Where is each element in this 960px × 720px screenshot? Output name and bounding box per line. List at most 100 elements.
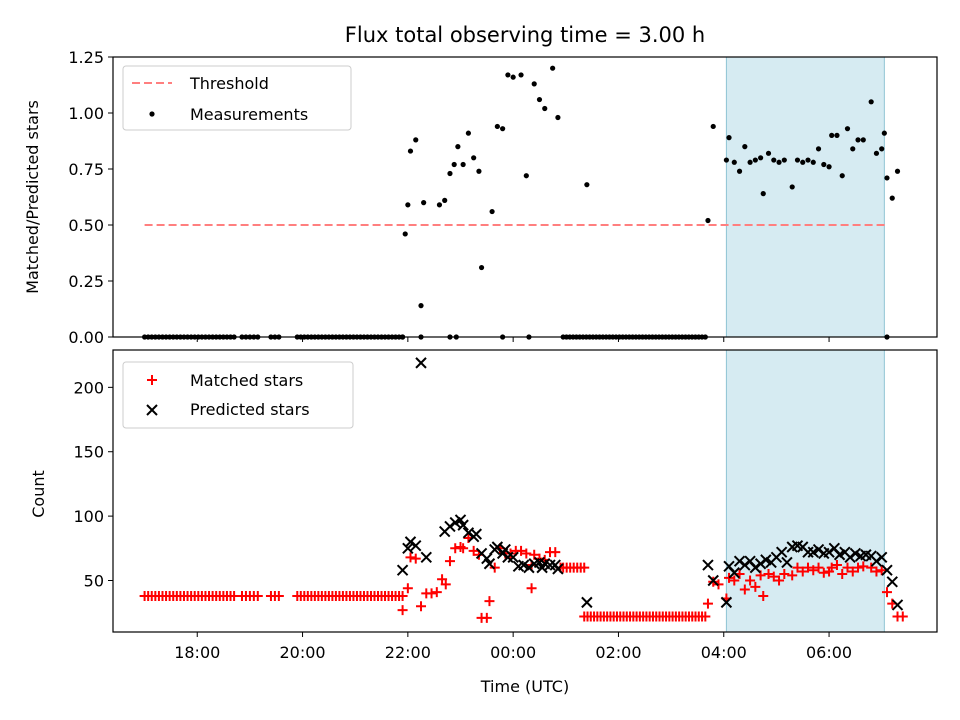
measurement-point (873, 150, 880, 156)
matched-stars-point (437, 574, 448, 585)
predicted-stars-point (876, 551, 888, 564)
measurement-point (771, 157, 777, 163)
legend-matched-swatch (147, 375, 157, 385)
predicted-stars-point (420, 551, 432, 564)
matched-stars-point (516, 545, 527, 556)
matched-stars-point (579, 562, 590, 573)
matched-stars-point (847, 566, 858, 577)
matched-stars-point (397, 605, 408, 616)
matched-stars-point (831, 560, 842, 571)
measurement-point (805, 157, 811, 163)
measurement-point (455, 144, 461, 150)
measurement-point (407, 148, 414, 154)
matched-stars-point (745, 575, 756, 586)
measurement-point (523, 173, 529, 179)
matched-stars-point (702, 598, 713, 609)
predicted-stars-point (396, 564, 409, 576)
matched-stars-point (468, 545, 479, 556)
measurement-point (447, 170, 453, 177)
measurement-point (500, 126, 506, 132)
x-tick-label: 04:00 (701, 643, 747, 662)
y-tick-label: 0.75 (68, 160, 104, 179)
matched-stars-point (410, 553, 421, 564)
x-tick-label: 22:00 (385, 643, 431, 662)
matched-stars-point (440, 579, 451, 590)
matched-stars-point (405, 552, 416, 563)
predicted-stars-point (720, 596, 733, 609)
predicted-stars-point (881, 564, 893, 576)
predicted-stars-point (402, 542, 414, 555)
measurement-point (844, 126, 851, 132)
predicted-stars-point (507, 551, 519, 564)
measurement-point (800, 159, 806, 165)
matched-stars-point (779, 569, 790, 580)
measurement-point (810, 159, 816, 165)
predicted-stars-point (470, 528, 483, 540)
matched-stars-point (768, 571, 779, 582)
y-axis-label: Count (29, 470, 48, 518)
legend-measurements-swatch (149, 111, 155, 117)
matched-stars-point (797, 566, 808, 577)
x-tick-label: 06:00 (806, 643, 852, 662)
matched-stars-point (550, 547, 561, 558)
matched-stars-point (826, 562, 837, 573)
matched-stars-point (397, 590, 408, 601)
measurement-point (405, 202, 411, 208)
measurement-point (884, 175, 890, 181)
matched-stars-point (837, 569, 848, 580)
measurement-point (505, 72, 511, 78)
measurement-point (550, 65, 556, 71)
matched-stars-point (481, 612, 492, 623)
measurement-point (815, 146, 822, 152)
predicted-stars-point (702, 559, 714, 571)
bottom-legend: Matched stars Predicted stars (122, 361, 354, 429)
predicted-stars-point (457, 519, 469, 531)
measurement-point (465, 130, 471, 136)
measurement-point (531, 81, 537, 87)
legend-box (122, 361, 354, 429)
matched-stars-point (763, 569, 774, 580)
measurement-point (834, 132, 840, 138)
measurement-point (781, 157, 787, 163)
matched-stars-point (750, 581, 761, 592)
measurement-point (839, 173, 845, 179)
y-tick-label: 0.00 (68, 328, 104, 347)
measurement-point (413, 137, 419, 143)
legend-threshold-label: Threshold (189, 74, 269, 93)
matched-stars-point (858, 561, 869, 572)
bottom-shaded-span (725, 349, 885, 633)
matched-stars-point (871, 566, 882, 577)
measurement-point (418, 303, 424, 309)
y-tick-label: 1.00 (68, 104, 104, 123)
measurement-point (731, 159, 737, 165)
y-tick-label: 0.50 (68, 216, 104, 235)
predicted-stars-point (781, 556, 793, 569)
top-legend: Threshold Measurements (122, 65, 352, 131)
measurement-point (478, 264, 485, 271)
measurement-point (826, 164, 832, 170)
measurement-point (765, 150, 772, 156)
measurement-point (402, 231, 408, 237)
matched-stars-point (526, 583, 537, 594)
matched-stars-point (792, 562, 803, 573)
legend-predicted-swatch (146, 404, 158, 416)
measurement-point (542, 105, 548, 112)
measurement-point (736, 168, 743, 174)
measurement-point (555, 114, 561, 121)
predicted-stars-point (581, 596, 593, 609)
matched-stars-point (416, 601, 427, 612)
predicted-stars-point (886, 576, 898, 588)
matched-stars-point (402, 583, 413, 594)
top-axes-frame (112, 56, 938, 338)
y-tick-label: 100 (73, 507, 104, 526)
predicted-stars-point (552, 563, 564, 575)
measurement-point (760, 191, 766, 197)
measurement-point (758, 155, 764, 161)
matched-stars-point (252, 590, 263, 601)
top-shaded-span (725, 56, 885, 338)
y-tick-label: 1.25 (68, 48, 104, 67)
matched-stars-point (787, 570, 798, 581)
matched-stars-point (739, 584, 750, 595)
y-tick-label: 0.25 (68, 272, 104, 291)
predicted-stars-point (775, 546, 788, 558)
